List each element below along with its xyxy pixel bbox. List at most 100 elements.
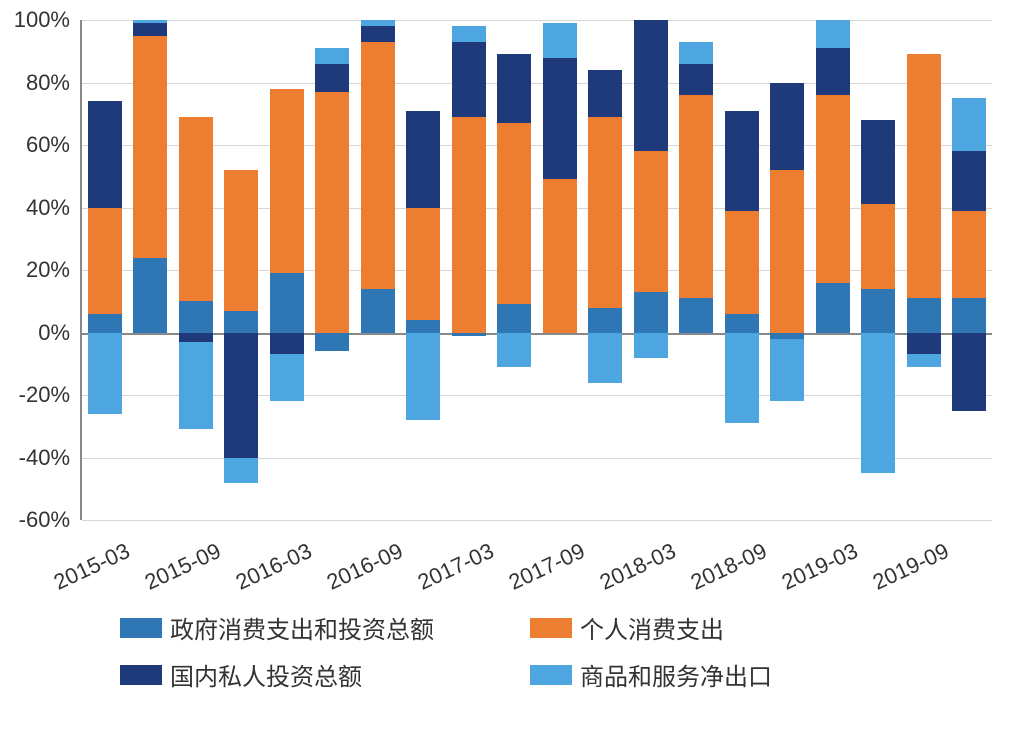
y-tick-label: -20%	[0, 382, 70, 408]
grid-line	[82, 395, 992, 396]
bar-group	[452, 20, 486, 520]
bar-seg-gov	[907, 298, 941, 332]
legend-item-gov: 政府消费支出和投资总额	[120, 610, 510, 645]
bar-seg-personal	[406, 208, 440, 321]
y-tick-label: 80%	[0, 70, 70, 96]
legend-swatch-icon	[120, 618, 162, 638]
bar-seg-gov	[861, 289, 895, 333]
bar-seg-gov	[497, 304, 531, 332]
bar-group	[224, 20, 258, 520]
bar-seg-netexp	[588, 333, 622, 383]
bar-seg-netexp	[406, 333, 440, 421]
bar-seg-personal	[634, 151, 668, 292]
y-tick-label: 0%	[0, 320, 70, 346]
bar-seg-private	[634, 20, 668, 151]
bar-seg-netexp	[452, 26, 486, 42]
bar-seg-personal	[133, 36, 167, 258]
bar-seg-netexp	[861, 436, 895, 474]
x-tick-label: 2016-09	[305, 538, 407, 604]
bar-seg-personal	[588, 117, 622, 308]
bar-seg-netexp	[907, 354, 941, 367]
x-tick-label: 2017-03	[396, 538, 498, 604]
bar-group	[816, 20, 850, 520]
bar-seg-private	[816, 48, 850, 95]
bar-seg-private	[952, 151, 986, 210]
bar-seg-gov	[452, 333, 486, 336]
x-tick-label: 2016-03	[214, 538, 316, 604]
bar-seg-netexp	[497, 333, 531, 367]
bar-seg-private	[679, 64, 713, 95]
x-tick-label: 2019-09	[851, 538, 953, 604]
bar-seg-netexp	[861, 333, 895, 436]
bar-seg-private	[270, 333, 304, 355]
bar-seg-netexp	[133, 20, 167, 23]
bar-seg-netexp	[634, 333, 668, 358]
bar-group	[497, 20, 531, 520]
legend-swatch-icon	[530, 665, 572, 685]
bar-seg-netexp	[679, 42, 713, 64]
bar-seg-netexp	[88, 333, 122, 414]
legend-label: 政府消费支出和投资总额	[170, 610, 434, 645]
bar-seg-personal	[270, 89, 304, 273]
legend-item-netexp: 商品和服务净出口	[530, 657, 920, 692]
bar-seg-netexp	[315, 48, 349, 64]
bar-seg-personal	[907, 54, 941, 298]
bar-seg-personal	[543, 179, 577, 332]
bar-seg-private	[725, 111, 759, 211]
legend-swatch-icon	[530, 618, 572, 638]
y-tick-label: 40%	[0, 195, 70, 221]
legend-label: 国内私人投资总额	[170, 657, 362, 692]
bar-group	[315, 20, 349, 520]
bar-group	[361, 20, 395, 520]
y-tick-label: -60%	[0, 507, 70, 533]
bar-seg-netexp	[725, 333, 759, 424]
bar-group	[588, 20, 622, 520]
bar-seg-personal	[679, 95, 713, 298]
bar-seg-personal	[452, 117, 486, 333]
legend-item-private: 国内私人投资总额	[120, 657, 510, 692]
bar-group	[88, 20, 122, 520]
legend: 政府消费支出和投资总额 个人消费支出 国内私人投资总额 商品和服务净出口	[120, 610, 940, 704]
bar-seg-gov	[224, 311, 258, 333]
bar-seg-private	[406, 111, 440, 208]
grid-line	[82, 270, 992, 271]
bar-group	[952, 20, 986, 520]
bar-group	[133, 20, 167, 520]
stacked-bar-chart: -60%-40%-20%0%20%40%60%80%100% 2015-0320…	[0, 0, 1012, 736]
x-tick-label: 2015-03	[32, 538, 134, 604]
bar-seg-gov	[315, 333, 349, 352]
bar-seg-private	[133, 23, 167, 36]
bar-seg-gov	[133, 258, 167, 333]
bar-seg-personal	[725, 211, 759, 314]
legend-item-personal: 个人消费支出	[530, 610, 920, 645]
bar-seg-private	[179, 333, 213, 342]
bar-seg-netexp	[270, 354, 304, 401]
x-tick-label: 2018-09	[669, 538, 771, 604]
y-tick-label: 60%	[0, 132, 70, 158]
bar-seg-gov	[270, 273, 304, 332]
bar-seg-netexp	[361, 20, 395, 26]
bar-group	[406, 20, 440, 520]
grid-line	[82, 520, 992, 521]
bar-seg-netexp	[816, 20, 850, 48]
legend-swatch-icon	[120, 665, 162, 685]
plot-area	[80, 20, 992, 520]
bar-seg-personal	[315, 92, 349, 333]
legend-label: 商品和服务净出口	[580, 657, 772, 692]
bar-seg-gov	[179, 301, 213, 332]
x-tick-label: 2018-03	[578, 538, 680, 604]
bar-seg-gov	[679, 298, 713, 332]
bar-seg-gov	[952, 298, 986, 332]
bar-seg-netexp	[770, 339, 804, 402]
y-tick-label: 100%	[0, 7, 70, 33]
bar-group	[270, 20, 304, 520]
bar-seg-gov	[88, 314, 122, 333]
y-tick-label: -40%	[0, 445, 70, 471]
bar-seg-gov	[725, 314, 759, 333]
bar-seg-private	[770, 83, 804, 171]
bar-group	[907, 20, 941, 520]
x-tick-label: 2017-09	[487, 538, 589, 604]
grid-line	[82, 145, 992, 146]
bar-group	[725, 20, 759, 520]
bar-seg-gov	[634, 292, 668, 333]
